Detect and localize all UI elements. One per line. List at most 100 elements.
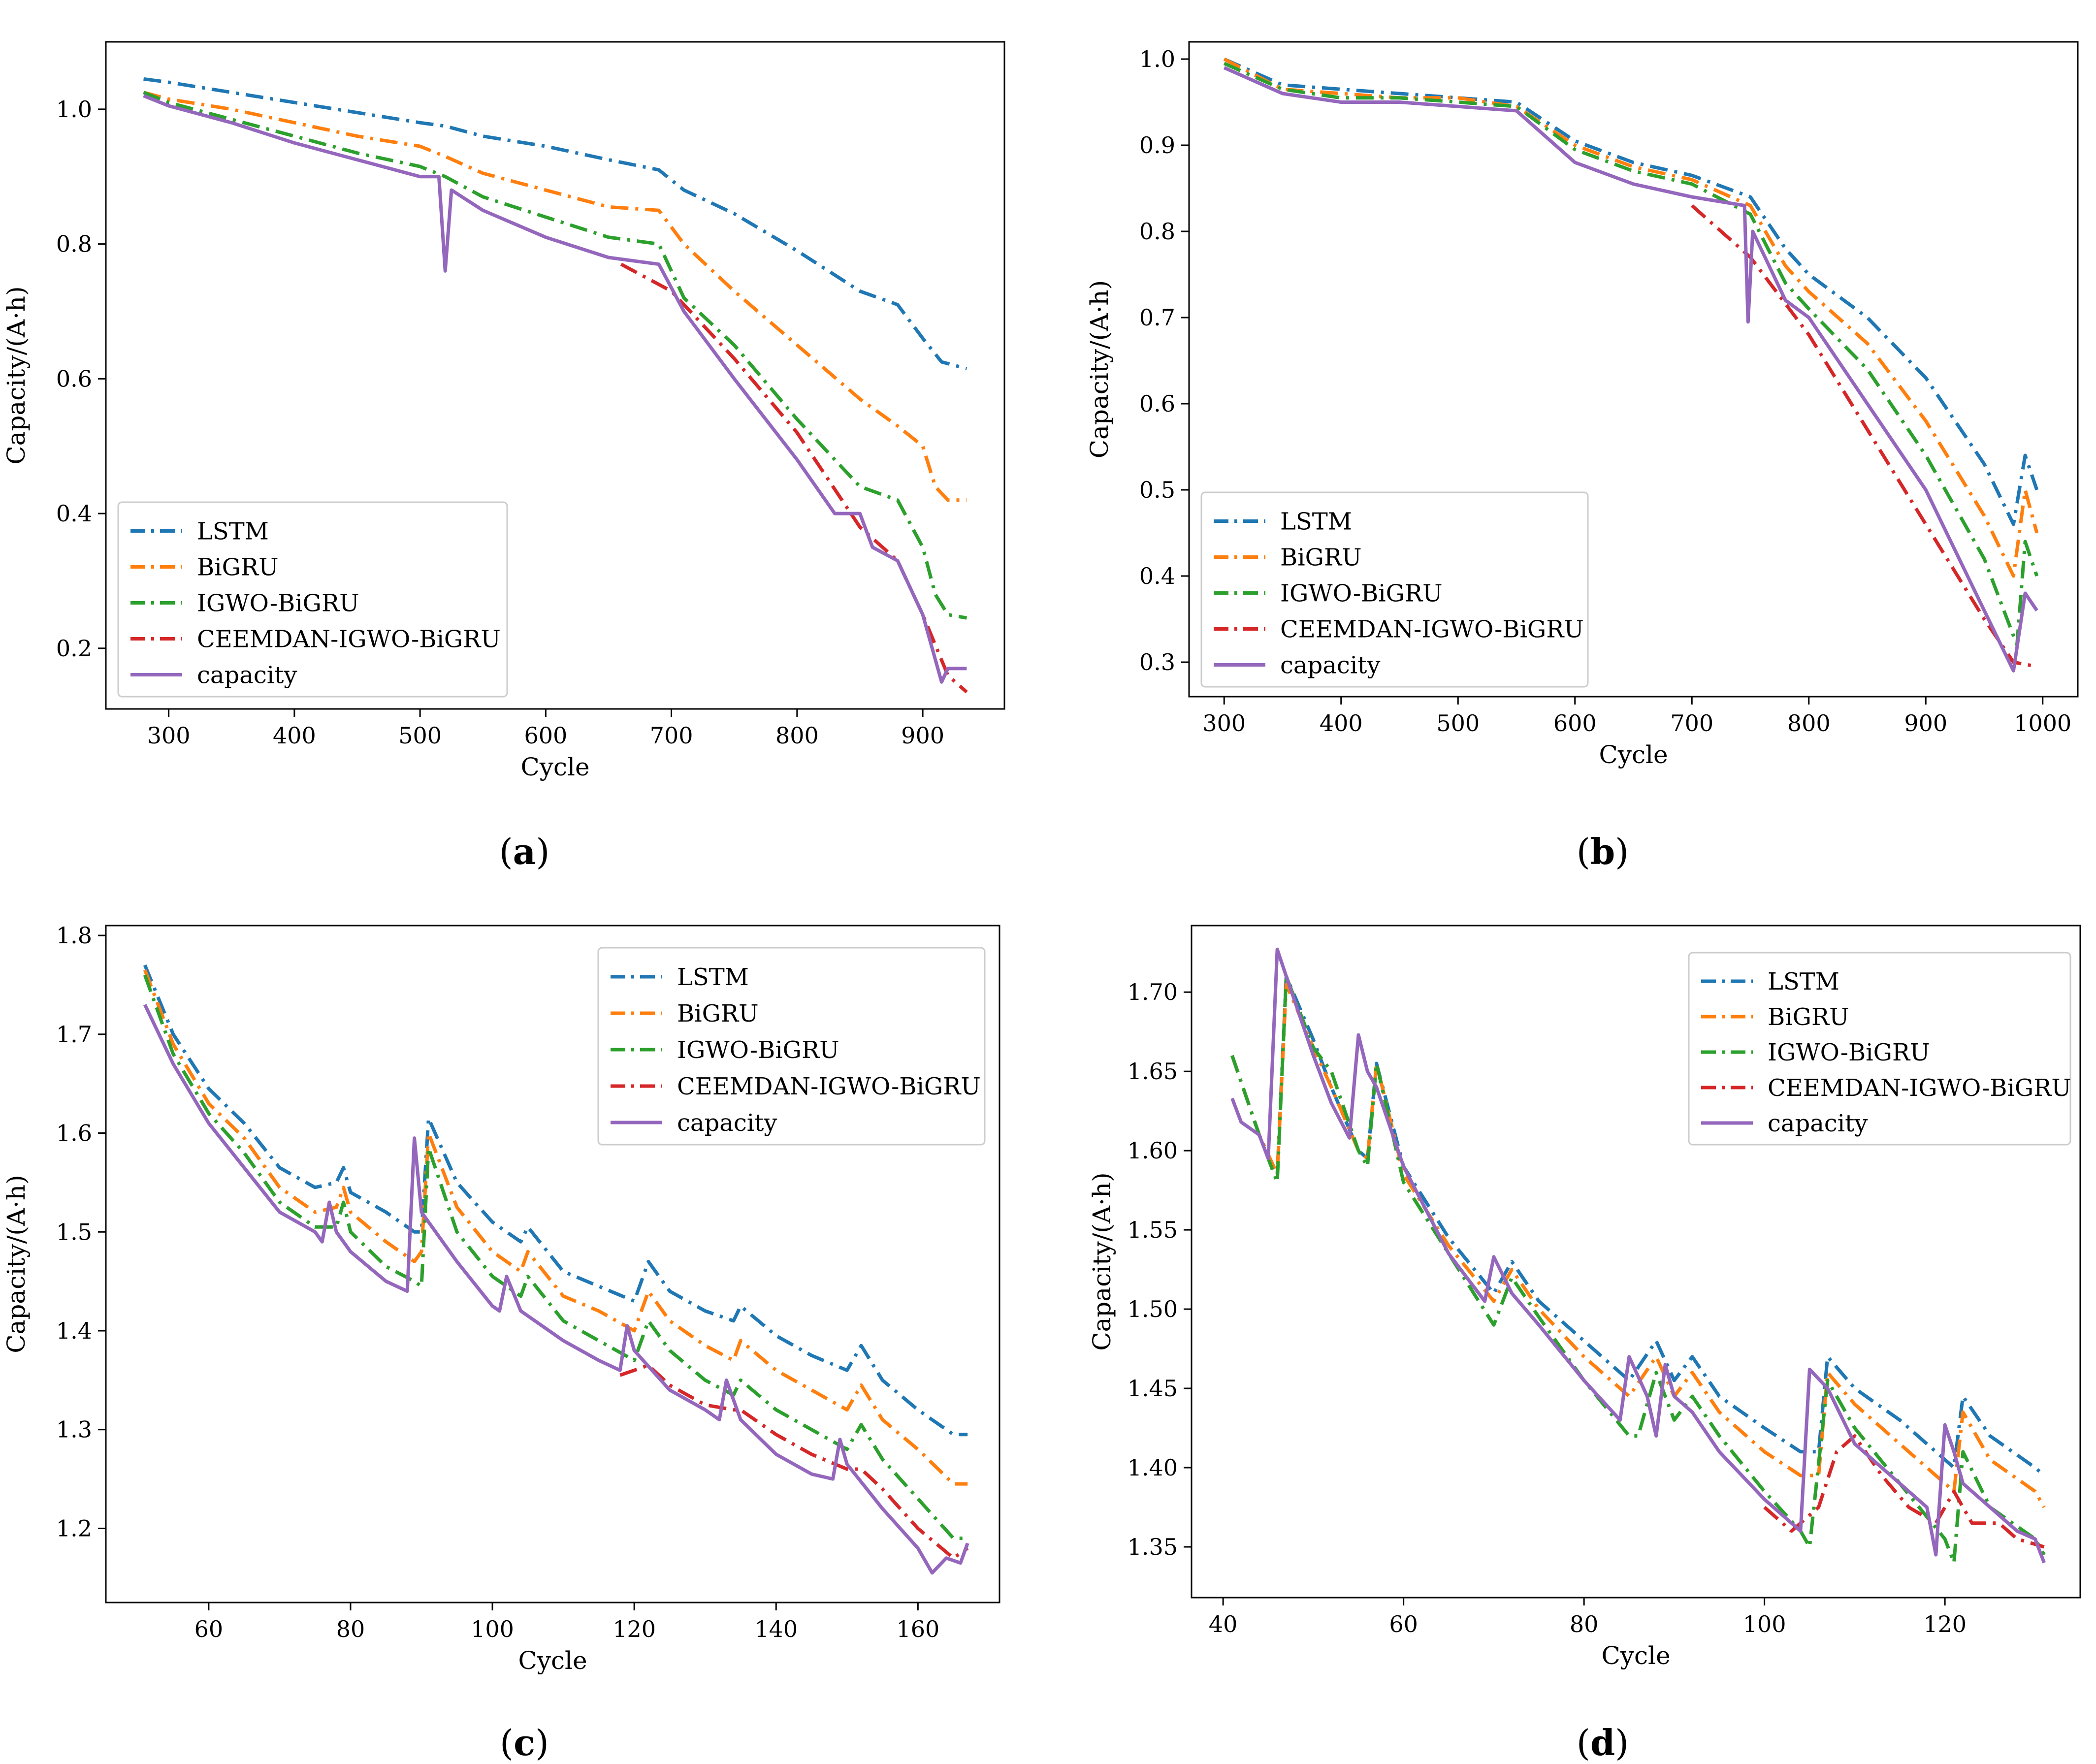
panel-a: 300 400 500 600 700 800 900 0.2 0.4 0.6 0.8 1.0 Cycl…: [2, 41, 1005, 872]
legend-label: IGWO-BiGRU: [197, 590, 359, 617]
y-axis-title: Capacity/(A·h): [2, 286, 31, 464]
series-line-capacity: [1230, 947, 2046, 1564]
series-line-bigru: [143, 91, 967, 502]
plot-frame: [1191, 925, 2081, 1599]
series-line-lstm: [1223, 57, 2039, 526]
x-tick-label: 140: [754, 1616, 798, 1642]
legend-box: [117, 501, 508, 698]
x-tick-label: 60: [194, 1616, 224, 1642]
y-tick-label: 0.6: [1139, 390, 1175, 417]
x-tick-label: 120: [1923, 1611, 1967, 1637]
x-tick-label: 700: [1670, 710, 1713, 737]
series-line-capacity: [143, 94, 967, 684]
panel-caption-letter: d: [1590, 1722, 1615, 1764]
panel-b: 300 400 500 600 700 800 900 1000 0.3 0.4 0.5 0.6 0.7…: [1085, 41, 2079, 872]
legend-label: CEEMDAN-IGWO-BiGRU: [677, 1073, 981, 1100]
x-tick-label: 400: [273, 722, 316, 749]
x-tick-label: 900: [1904, 710, 1947, 737]
legend-label: LSTM: [677, 963, 749, 991]
legend-label: capacity: [1768, 1110, 1868, 1137]
panel-caption: (d): [1577, 1722, 1629, 1764]
x-tick-label: 400: [1320, 710, 1363, 737]
x-tick-label: 700: [650, 722, 693, 749]
legend-label: BiGRU: [197, 554, 279, 581]
x-tick-label: 900: [901, 722, 944, 749]
legend-label: LSTM: [1768, 968, 1839, 995]
x-tick-label: 120: [613, 1616, 656, 1642]
panel-c: 60 80 100 120 140 160 1.2 1.3 1.4 1.5 1.6 1.7 1.8 Cyc…: [2, 922, 1000, 1764]
legend: LSTM BiGRU IGWO-BiGRU CEEMDAN-IGWO-BiGRU cap…: [1200, 491, 1589, 688]
y-tick-label: 1.3: [56, 1416, 92, 1443]
x-tick-label: 1000: [2014, 710, 2071, 737]
y-tick-label: 0.3: [1139, 649, 1175, 675]
y-tick-label: 1.60: [1128, 1137, 1178, 1164]
legend-label: capacity: [1280, 652, 1380, 679]
x-tick-label: 100: [1743, 1611, 1786, 1637]
y-tick-label: 1.2: [56, 1515, 92, 1541]
y-tick-label: 0.6: [56, 365, 92, 392]
y-tick-label: 0.8: [1139, 218, 1175, 245]
series-line-igwo-bigru: [1223, 62, 2039, 647]
legend-box: [1200, 491, 1589, 688]
series-line-bigru: [143, 969, 968, 1486]
x-axis-title: Cycle: [520, 753, 589, 781]
series-line-bigru: [1223, 57, 2039, 578]
y-tick-label: 0.9: [1139, 132, 1175, 159]
x-tick-label: 600: [524, 722, 567, 749]
series-group: [143, 77, 968, 694]
y-tick-label: 1.35: [1128, 1534, 1178, 1560]
panel-caption-letter: b: [1590, 831, 1615, 872]
series-group: [1230, 947, 2046, 1565]
legend-label: capacity: [197, 662, 297, 689]
x-axis-title: Cycle: [1601, 1641, 1670, 1670]
series-line-igwo-bigru: [143, 91, 967, 620]
x-tick-label: 500: [398, 722, 442, 749]
panel-caption-letter: c: [514, 1722, 535, 1764]
y-tick-label: 1.8: [56, 922, 92, 949]
series-line-igwo-bigru: [1230, 974, 2046, 1565]
series-line-igwo-bigru: [143, 974, 968, 1540]
x-tick-label: 80: [336, 1616, 365, 1642]
x-tick-label: 800: [1787, 710, 1831, 737]
y-tick-label: 1.0: [56, 96, 92, 123]
y-tick-label: 1.4: [56, 1317, 92, 1344]
series-line-capacity: [143, 1004, 969, 1575]
legend-label: CEEMDAN-IGWO-BiGRU: [197, 626, 501, 653]
y-axis-title: Capacity/(A·h): [2, 1175, 31, 1353]
legend: LSTM BiGRU IGWO-BiGRU CEEMDAN-IGWO-BiGRU cap…: [117, 501, 508, 698]
series-line-ceemdan-igwo-bigru: [1763, 1434, 2045, 1549]
panel-caption: (b): [1577, 831, 1629, 872]
y-tick-label: 1.5: [56, 1219, 92, 1245]
legend-label: BiGRU: [1280, 544, 1362, 572]
y-tick-label: 1.40: [1128, 1454, 1178, 1481]
series-line-ceemdan-igwo-bigru: [1690, 204, 2037, 669]
plot-frame: [1188, 41, 2079, 698]
legend: LSTM BiGRU IGWO-BiGRU CEEMDAN-IGWO-BiGRU cap…: [1688, 952, 2071, 1146]
y-axis-title: Capacity/(A·h): [1088, 1172, 1116, 1350]
y-tick-label: 0.5: [1139, 477, 1175, 503]
x-tick-label: 600: [1553, 710, 1597, 737]
plot-frame: [105, 925, 1000, 1604]
y-tick-label: 1.70: [1128, 979, 1178, 1005]
y-tick-label: 1.6: [56, 1120, 92, 1147]
x-tick-label: 300: [147, 722, 191, 749]
x-axis-title: Cycle: [518, 1646, 587, 1675]
x-tick-label: 300: [1202, 710, 1246, 737]
y-tick-label: 1.45: [1128, 1375, 1178, 1402]
y-tick-label: 1.55: [1128, 1217, 1178, 1243]
series-line-lstm: [1230, 974, 2046, 1477]
y-tick-label: 0.4: [1139, 563, 1175, 589]
legend-label: BiGRU: [677, 1000, 759, 1027]
panel-caption: (a): [499, 831, 550, 872]
y-tick-label: 0.7: [1139, 304, 1175, 331]
legend-box: [1688, 952, 2071, 1146]
y-tick-label: 1.50: [1128, 1296, 1178, 1322]
legend-box: [597, 947, 986, 1146]
panel-caption: (c): [500, 1722, 549, 1764]
y-tick-label: 1.0: [1139, 46, 1175, 72]
legend-label: IGWO-BiGRU: [1280, 580, 1443, 608]
x-tick-label: 100: [471, 1616, 514, 1642]
y-tick-label: 0.2: [56, 635, 92, 662]
panel-caption-letter: a: [513, 831, 536, 872]
